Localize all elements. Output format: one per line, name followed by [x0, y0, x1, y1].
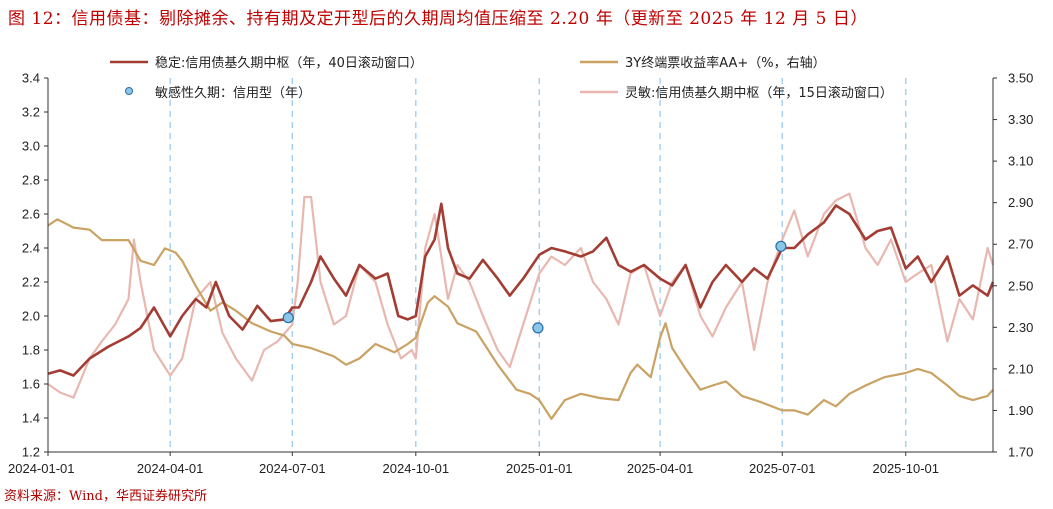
y-left-tick-label-2: 1.6	[22, 377, 40, 392]
scatter-point-1	[532, 322, 544, 334]
x-tick-label-0: 2024-01-01	[8, 461, 75, 476]
y-right-tick-label-0: 1.70	[1008, 445, 1033, 460]
x-tick-label-7: 2025-10-01	[872, 461, 939, 476]
series-line-yield	[47, 218, 994, 420]
x-tick-label-5: 2025-04-01	[627, 461, 694, 476]
x-tick-label-1: 2024-04-01	[137, 461, 204, 476]
scatter-point-2	[775, 240, 787, 252]
y-right-tick-label-4: 2.50	[1008, 278, 1033, 293]
y-left-tick-label-3: 1.8	[22, 343, 40, 358]
vertical-markers	[169, 78, 907, 452]
y-right-tick-label-9: 3.50	[1008, 71, 1033, 86]
y-right-tick-label-3: 2.30	[1008, 320, 1033, 335]
source-note: 资料来源：Wind，华西证券研究所	[4, 489, 207, 504]
legend: 稳定:信用债基久期中枢（年，40日滚动窗口） 3Y终端票收益率AA+（%，右轴） 敏…	[110, 55, 893, 101]
y-left-tick-label-4: 2.0	[22, 309, 40, 324]
y-right-tick-label-5: 2.70	[1008, 237, 1033, 252]
y-left-tick-label-0: 1.2	[22, 445, 40, 460]
y-left-tick-label-10: 3.2	[22, 105, 40, 120]
chart-svg: 1.2 1.4 1.6 1.8 2.0 2.2 2.4 2.6 2.8 3.0 3.2 3.4 1.70…	[8, 55, 1033, 477]
y-left-tick-label-7: 2.6	[22, 207, 40, 222]
legend-label-stable: 稳定:信用债基久期中枢（年，40日滚动窗口）	[155, 55, 423, 71]
legend-label-flexible: 灵敏:信用债基久期中枢（年，15日滚动窗口）	[625, 85, 893, 101]
x-tick-label-3: 2024-10-01	[383, 461, 450, 476]
x-tick-label-4: 2025-01-01	[506, 461, 573, 476]
y-right-tick-label-7: 3.10	[1008, 154, 1033, 169]
scatter-layer	[282, 240, 787, 334]
y-right-tick-label-1: 1.90	[1008, 403, 1033, 418]
y-right-tick-label-8: 3.30	[1008, 112, 1033, 127]
y-left-tick-label-11: 3.4	[22, 71, 40, 86]
x-tick-label-2: 2024-07-01	[259, 461, 326, 476]
legend-label-points: 敏感性久期：信用型（年）	[155, 85, 311, 101]
y-right-tick-label-2: 2.10	[1008, 361, 1033, 376]
x-tick-label-6: 2025-07-01	[749, 461, 816, 476]
scatter-point-0	[282, 312, 294, 324]
legend-swatch-points	[125, 87, 133, 95]
series-line-flexible	[47, 192, 995, 399]
y-left-tick-label-1: 1.4	[22, 411, 40, 426]
y-left-tick-label-8: 2.8	[22, 173, 40, 188]
y-left-tick-label-5: 2.2	[22, 275, 40, 290]
y-left-tick-label-6: 2.4	[22, 241, 40, 256]
y-right-tick-label-6: 2.90	[1008, 195, 1033, 210]
axes: 1.2 1.4 1.6 1.8 2.0 2.2 2.4 2.6 2.8 3.0 3.2 3.4 1.70…	[8, 71, 1033, 477]
series-line-stable	[47, 202, 995, 377]
chart-title: 图 12：信用债基：剔除摊余、持有期及定开型后的久期周均值压缩至 2.20 年（…	[8, 9, 868, 29]
y-left-tick-label-9: 3.0	[22, 139, 40, 154]
series-layer	[47, 192, 995, 420]
legend-label-yield: 3Y终端票收益率AA+（%，右轴）	[625, 55, 826, 71]
